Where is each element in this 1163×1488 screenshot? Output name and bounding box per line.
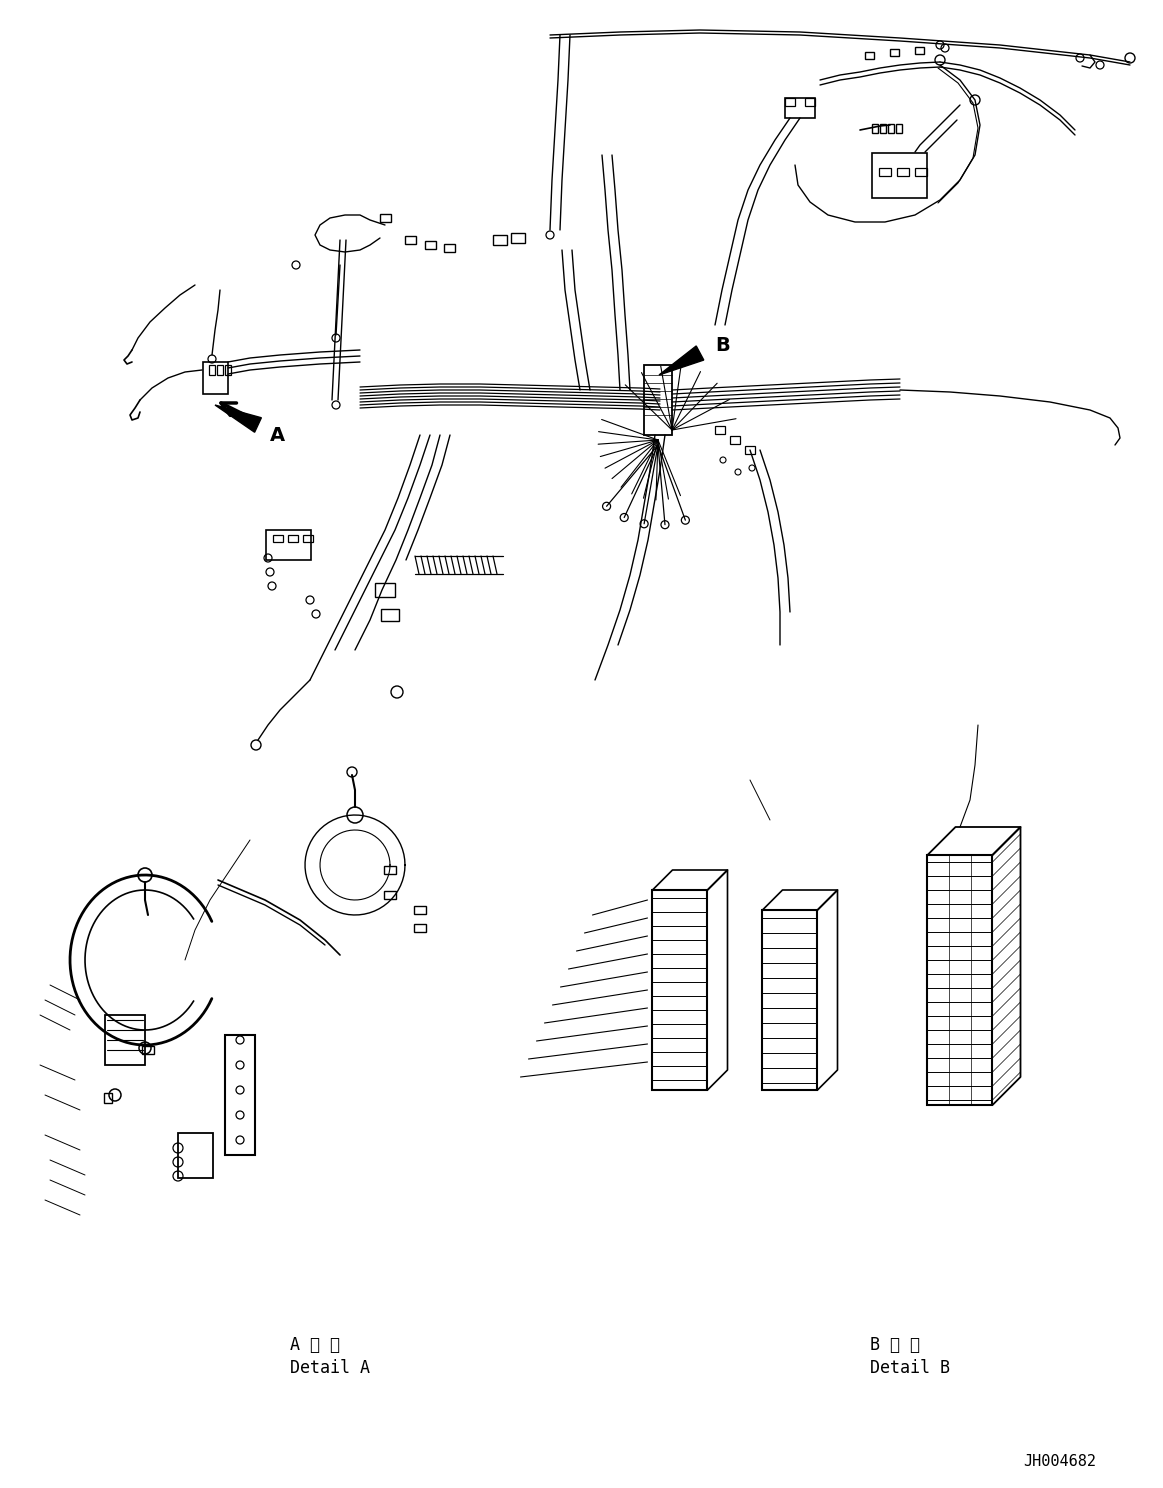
Text: B: B — [715, 335, 729, 354]
Bar — [805, 98, 815, 106]
Bar — [785, 98, 815, 118]
Bar — [384, 891, 395, 899]
Text: A 詳 細: A 詳 細 — [290, 1336, 340, 1354]
Bar — [872, 152, 928, 198]
Bar — [414, 924, 426, 931]
Text: B 詳 細: B 詳 細 — [870, 1336, 920, 1354]
Bar — [915, 46, 925, 54]
Text: A: A — [270, 426, 285, 445]
Bar — [897, 168, 909, 176]
Bar — [224, 1036, 255, 1155]
Polygon shape — [215, 405, 262, 432]
Bar — [273, 534, 283, 542]
Bar — [715, 426, 725, 434]
Bar — [105, 1015, 145, 1065]
Bar — [202, 362, 228, 394]
Bar — [381, 609, 399, 620]
Bar — [444, 244, 456, 251]
Bar — [889, 124, 894, 132]
Polygon shape — [659, 345, 704, 375]
Bar — [374, 583, 395, 597]
Text: Detail B: Detail B — [870, 1359, 950, 1376]
Bar — [879, 168, 891, 176]
Bar — [414, 906, 426, 914]
Bar — [304, 534, 313, 542]
Bar — [872, 124, 878, 132]
Bar — [928, 856, 992, 1106]
Text: JH004682: JH004682 — [1023, 1454, 1097, 1470]
Bar — [178, 1132, 213, 1177]
Bar — [891, 49, 899, 55]
Bar — [763, 911, 818, 1091]
Bar — [896, 124, 902, 132]
Bar — [142, 1046, 154, 1054]
Bar — [493, 235, 507, 246]
Bar — [379, 214, 391, 222]
Bar — [652, 890, 707, 1091]
Text: Detail A: Detail A — [290, 1359, 370, 1376]
Bar — [405, 237, 415, 244]
Bar — [265, 530, 311, 559]
Bar — [288, 534, 298, 542]
Bar — [384, 866, 395, 873]
Bar — [644, 365, 672, 434]
Bar — [745, 446, 755, 454]
Bar — [104, 1094, 112, 1103]
Bar — [217, 365, 223, 375]
Bar — [224, 365, 231, 375]
Bar — [785, 98, 795, 106]
Bar — [511, 234, 525, 243]
Bar — [880, 124, 886, 132]
Bar — [424, 241, 435, 248]
Bar — [865, 52, 875, 58]
Bar — [209, 365, 215, 375]
Bar — [915, 168, 927, 176]
Bar — [730, 436, 740, 443]
